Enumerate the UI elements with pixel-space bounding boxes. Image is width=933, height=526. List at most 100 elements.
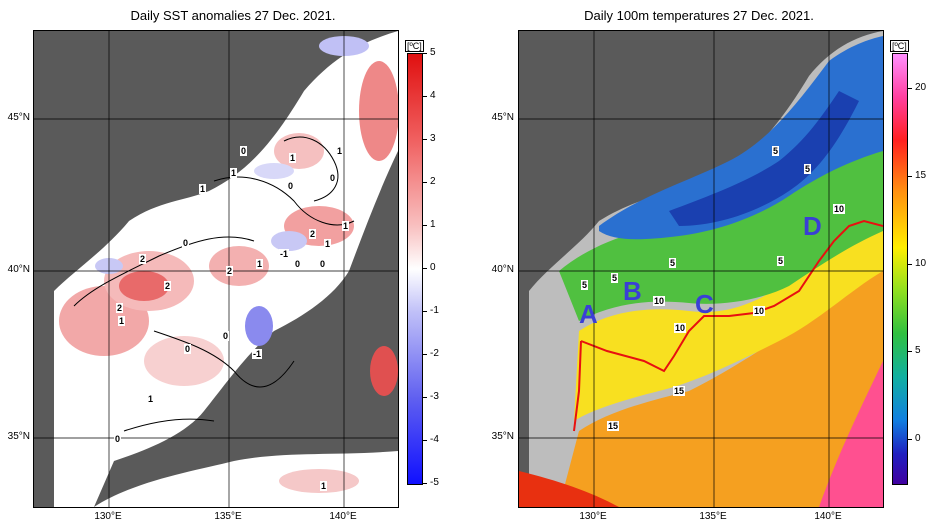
contour-label: 5	[611, 273, 619, 283]
contour-label: 5	[581, 280, 589, 290]
cool-water	[559, 146, 883, 321]
contour-label: 0	[287, 181, 295, 191]
contour-label: 1	[199, 184, 207, 194]
contour-label: 0	[222, 331, 230, 341]
lon-label: 135°E	[699, 511, 727, 522]
colorbar-tick-label: 1	[430, 219, 436, 230]
lon-label: 130°E	[94, 511, 122, 522]
contour-label: 2	[164, 281, 172, 291]
lat-label: 45°N	[491, 112, 514, 123]
contour-line	[213, 176, 355, 226]
warm-anomaly	[370, 346, 398, 396]
contour-label: 1	[320, 481, 328, 491]
lon-label: 140°E	[329, 511, 357, 522]
section-point-b: B	[623, 276, 642, 306]
contour-line	[153, 330, 295, 388]
colorbar-tick-mark	[908, 439, 912, 441]
contour-label: 1	[230, 168, 238, 178]
colorbar-tick-label: 2	[430, 176, 436, 187]
colorbar-tick-mark	[423, 268, 427, 269]
cold-water	[599, 36, 883, 240]
colorbar-tick-label: 5	[915, 345, 921, 357]
warm-anomaly	[274, 133, 324, 169]
colorbar-tick-mark	[908, 263, 912, 265]
colorbar-tick-mark	[423, 397, 427, 398]
colorbar-tick-mark	[423, 354, 427, 355]
colorbar-tick-label: 0	[430, 262, 436, 273]
contour-label: 1	[289, 153, 297, 163]
section-line	[580, 219, 883, 373]
contour-label: 1	[118, 316, 126, 326]
colorbar-tick-label: -5	[430, 477, 439, 488]
colorbar-unit: [ºC]	[405, 40, 424, 52]
contour-label: 15	[607, 421, 620, 431]
contour-label: 1	[147, 394, 155, 404]
colorbar-tick-mark	[423, 96, 427, 97]
temp-100m-map-svg	[519, 31, 883, 507]
temp-100m-map: 5 5 5 10 5 5 5 10 10 10 15 15 A B C D	[518, 30, 884, 508]
contour-label: 15	[673, 386, 686, 396]
colorbar-tick-mark	[423, 440, 427, 441]
contour-label: 1	[336, 146, 344, 156]
contour-label: 0	[184, 344, 192, 354]
colorbar-tick-label: 4	[430, 90, 436, 101]
panel-title-100m: Daily 100m temperatures 27 Dec. 2021.	[584, 8, 814, 23]
lat-label: 35°N	[491, 431, 514, 442]
warm-anomaly	[359, 61, 398, 161]
contour-label: 1	[342, 221, 350, 231]
warm-anomaly	[119, 271, 169, 301]
sst-anomaly-colorbar	[407, 53, 423, 485]
lon-label: 135°E	[214, 511, 242, 522]
colorbar-tick-mark	[908, 88, 912, 90]
contour-line	[123, 418, 215, 432]
colorbar-tick-label: -3	[430, 391, 439, 402]
lon-label: 130°E	[579, 511, 607, 522]
contour-label: 5	[804, 164, 812, 174]
section-point-a: A	[579, 299, 598, 329]
warm-anomaly	[209, 246, 269, 286]
colorbar-tick-mark	[423, 311, 427, 312]
contour-label: -1	[279, 249, 290, 259]
cool-anomaly	[254, 163, 294, 179]
colorbar-tick-mark	[423, 483, 427, 484]
warm-anomaly	[279, 469, 359, 493]
section-line-coast	[573, 340, 582, 432]
contour-label: 0	[240, 146, 248, 156]
contour-label: 10	[674, 323, 687, 333]
cool-anomaly	[271, 231, 307, 251]
colorbar-tick-label: 5	[430, 47, 436, 58]
colorbar-tick-mark	[908, 175, 912, 177]
contour-label: 5	[669, 258, 677, 268]
contour-label: 2	[116, 303, 124, 313]
contour-label: 0	[182, 238, 190, 248]
sst-anomaly-map-svg	[34, 31, 398, 507]
colorbar-tick-label: 20	[915, 82, 927, 94]
lat-label: 45°N	[7, 112, 30, 123]
colorbar-tick-label: -1	[430, 305, 439, 316]
lon-label: 140°E	[814, 511, 842, 522]
contour-label: 5	[772, 146, 780, 156]
colorbar-tick-mark	[908, 351, 912, 353]
temp-100m-colorbar	[892, 53, 908, 485]
contour-label: 10	[653, 296, 666, 306]
lat-label: 40°N	[7, 264, 30, 275]
warm-water	[819, 361, 883, 507]
warm-anomaly	[144, 336, 224, 386]
contour-label: 5	[777, 256, 785, 266]
colorbar-unit: [ºC]	[890, 40, 909, 52]
contour-label: 10	[753, 306, 766, 316]
contour-label: 10	[833, 204, 846, 214]
sea-area-south	[94, 451, 398, 507]
contour-line	[283, 136, 339, 202]
cool-anomaly	[245, 306, 273, 346]
contour-label: 2	[139, 254, 147, 264]
panel-title-sst: Daily SST anomalies 27 Dec. 2021.	[130, 8, 336, 23]
section-point-d: D	[803, 211, 822, 241]
sst-anomaly-panel: Daily SST anomalies 27 Dec. 2021.	[0, 0, 466, 526]
colorbar-tick-mark	[423, 139, 427, 140]
contour-label: 1	[324, 239, 332, 249]
contour-label: 0	[319, 259, 327, 269]
colorbar-tick-mark	[423, 182, 427, 183]
colorbar-tick-label: -2	[430, 348, 439, 359]
contour-label: 0	[329, 173, 337, 183]
